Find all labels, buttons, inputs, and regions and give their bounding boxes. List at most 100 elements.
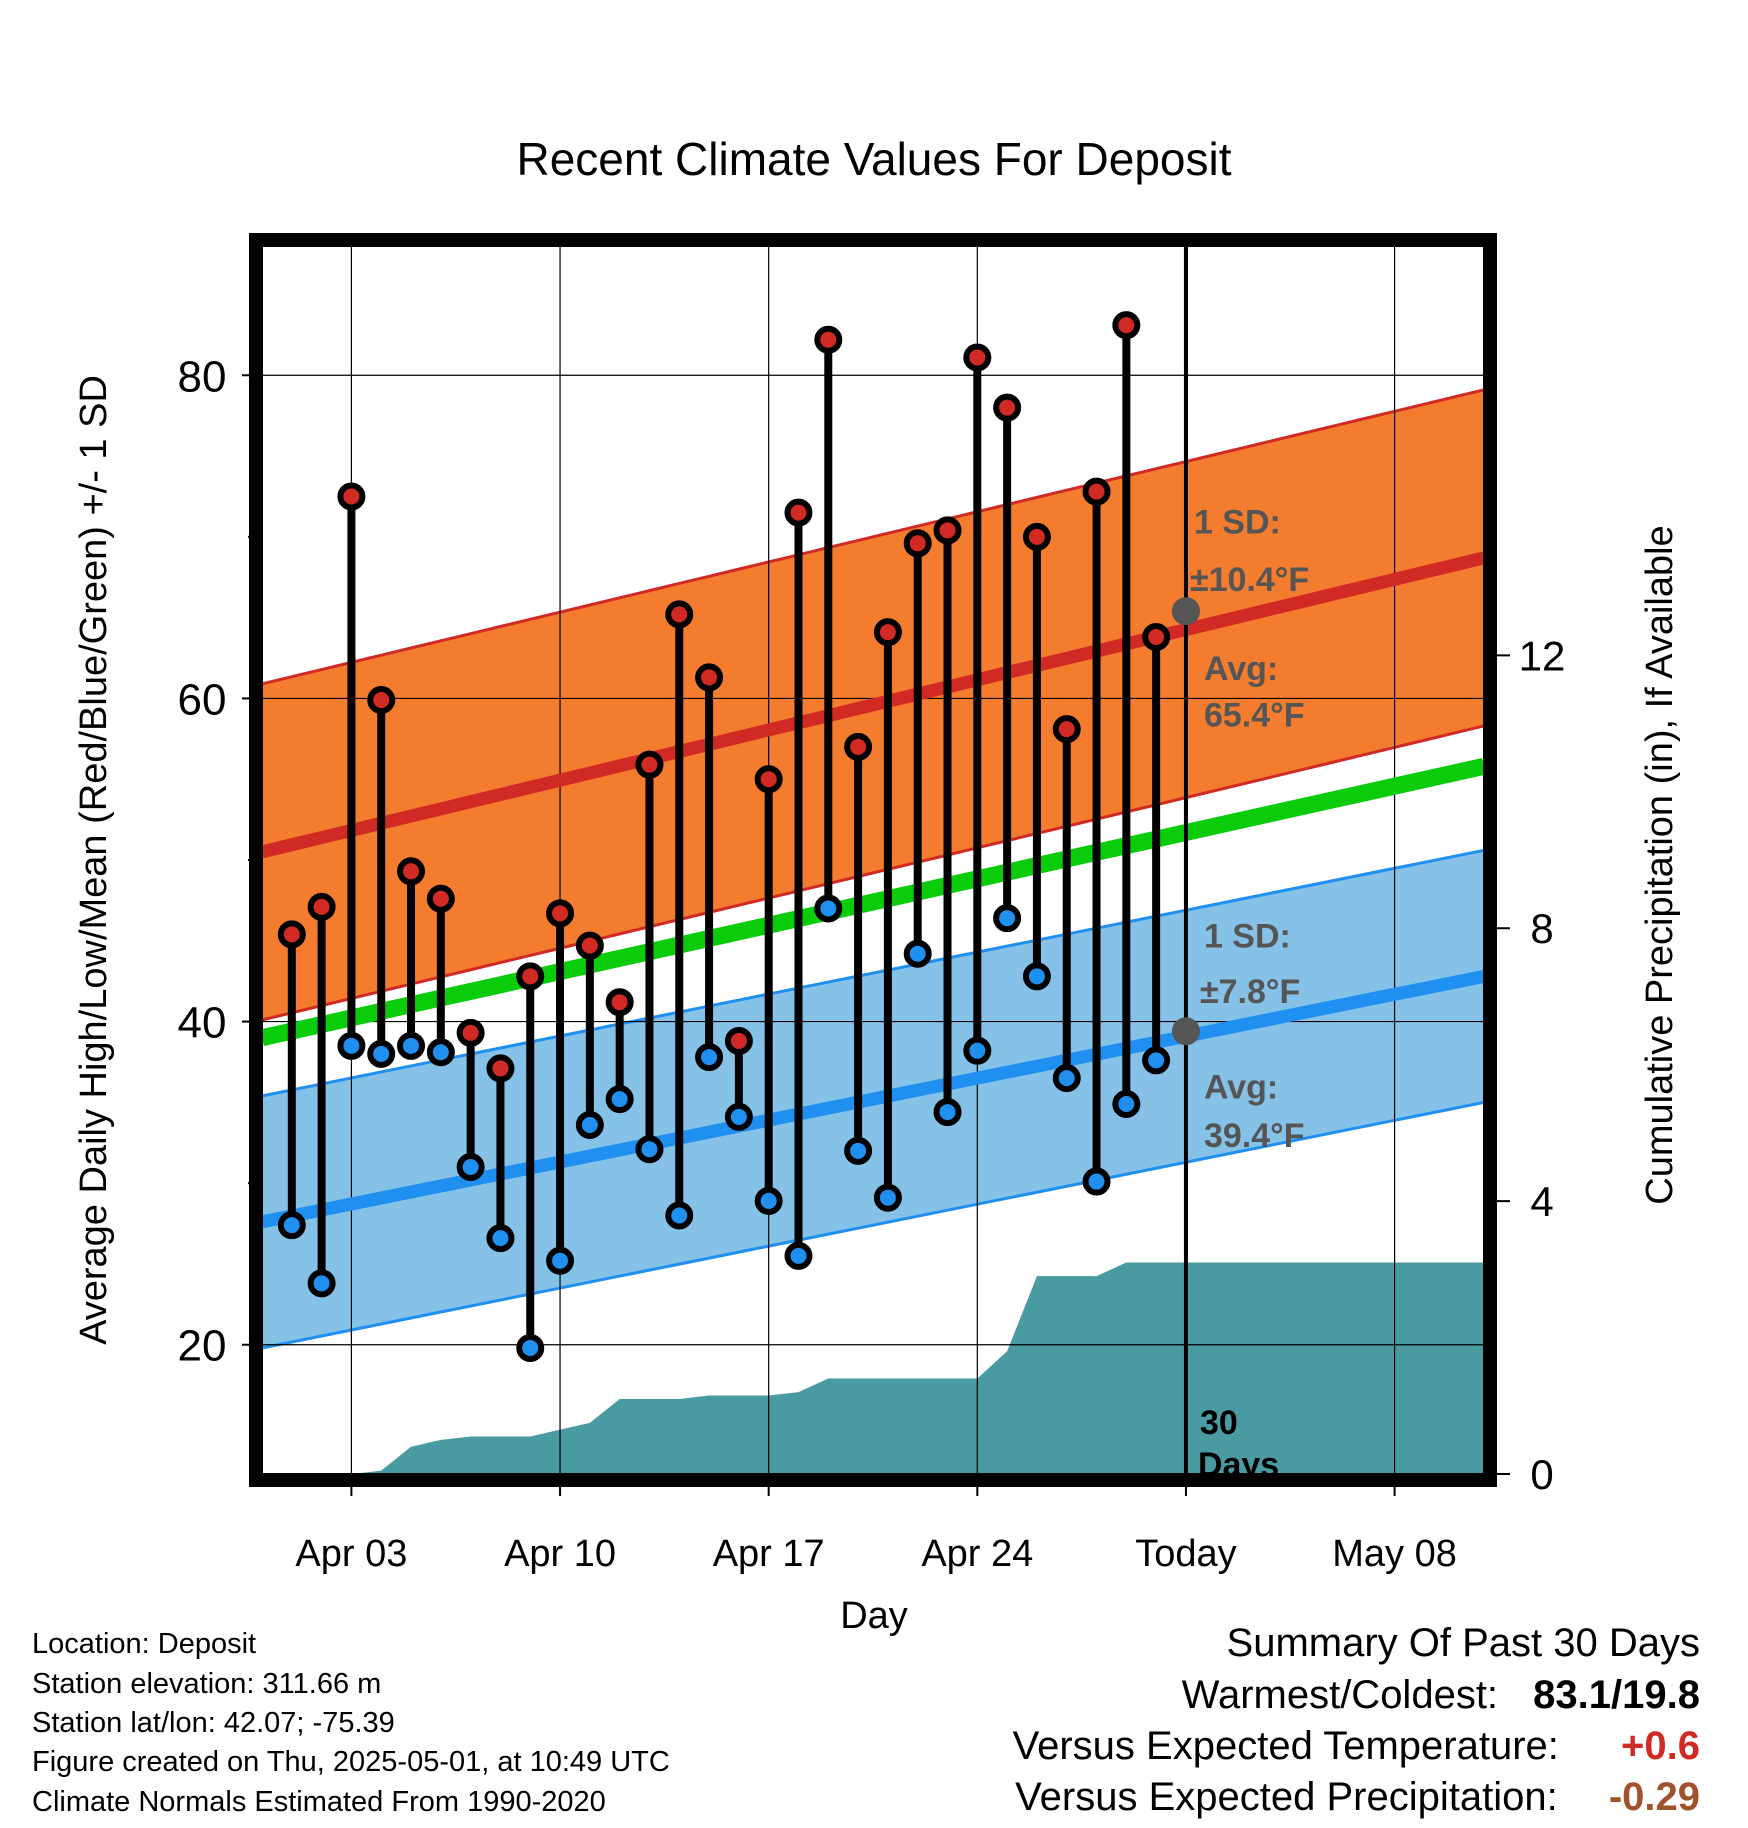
low-temp-point <box>575 1110 604 1139</box>
high-temp-point <box>903 529 932 558</box>
high-temp-point <box>1022 522 1051 551</box>
today-count-label: 30 <box>1200 1404 1238 1442</box>
low-temp-point <box>933 1098 962 1127</box>
high-temp-point <box>814 325 843 354</box>
low-temp-point <box>1112 1089 1141 1118</box>
high-temp-point <box>665 600 694 629</box>
low-temp-point <box>635 1135 664 1164</box>
y2-tick-label: 0 <box>1530 1451 1553 1498</box>
high-temp-point <box>1142 623 1171 652</box>
x-tick-label: May 08 <box>1332 1533 1457 1575</box>
high-avg-label: Avg: <box>1204 650 1278 688</box>
x-tick-label: Apr 10 <box>504 1533 616 1575</box>
high-sd-upper-edge <box>262 388 1484 686</box>
high-temp-point <box>605 988 634 1017</box>
high-temp-point <box>844 732 873 761</box>
high-sd-lower-edge <box>262 724 1484 1022</box>
high-temp-point <box>873 618 902 647</box>
high-temp-point <box>546 899 575 928</box>
high-temp-point <box>754 765 783 794</box>
low-temp-point <box>277 1211 306 1240</box>
low-temp-point <box>665 1201 694 1230</box>
high-sd-label: 1 SD: <box>1194 504 1281 542</box>
x-tick-label: Apr 17 <box>713 1533 825 1575</box>
low-temp-point <box>367 1039 396 1068</box>
y-tick-label: 40 <box>178 999 227 1048</box>
low-temp-point <box>844 1136 873 1165</box>
low-temp-point <box>486 1224 515 1253</box>
low-temp-point <box>1082 1167 1111 1196</box>
high-temp-point <box>277 920 306 949</box>
info-location: Location: Deposit <box>32 1628 257 1660</box>
low-temp-point <box>1142 1046 1171 1075</box>
low-temp-point <box>1052 1064 1081 1093</box>
low-temp-point <box>695 1043 724 1072</box>
high-temp-point <box>1052 715 1081 744</box>
summary-warm-cold-label: Warmest/Coldest: <box>1181 1673 1499 1717</box>
y-tick-label: 60 <box>178 675 227 724</box>
y2-tick-label: 8 <box>1530 905 1553 952</box>
high-temp-point <box>575 931 604 960</box>
low-avg-label: Avg: <box>1204 1068 1278 1106</box>
high-temp-point <box>337 482 366 511</box>
summary-temp: Versus Expected Temperature: +0.6 <box>1013 1724 1700 1769</box>
y2-tick-label: 4 <box>1530 1178 1553 1225</box>
x-axis-label: Day <box>840 1595 908 1637</box>
y-tick-label: 80 <box>178 352 227 401</box>
low-temp-point <box>903 939 932 968</box>
low-normal-line <box>262 969 1484 1229</box>
high-sd-value: ±10.4°F <box>1190 561 1309 599</box>
high-temp-point <box>426 884 455 913</box>
low-temp-point <box>873 1183 902 1212</box>
low-avg-value: 39.4°F <box>1204 1117 1305 1155</box>
low-temp-point <box>1022 962 1051 991</box>
info-normals: Climate Normals Estimated From 1990-2020 <box>32 1786 606 1818</box>
high-temp-point <box>993 393 1022 422</box>
high-temp-point <box>1112 311 1141 340</box>
high-temp-point <box>307 892 336 921</box>
mean-normal-line <box>262 757 1484 1047</box>
y2-axis-label: Cumulative Precipitation (in), If Availa… <box>1639 525 1681 1204</box>
low-temp-point <box>337 1031 366 1060</box>
low-sd-value: ±7.8°F <box>1200 973 1300 1011</box>
high-temp-point <box>933 516 962 545</box>
y2-tick-label: 12 <box>1519 632 1566 679</box>
low-temp-point <box>784 1241 813 1270</box>
low-sd-lower-edge <box>262 1100 1484 1350</box>
summary-title: Summary Of Past 30 Days <box>1226 1621 1700 1665</box>
high-temp-point <box>695 663 724 692</box>
low-avg-marker <box>1171 1017 1200 1046</box>
plot-area <box>262 246 1484 1474</box>
x-tick-label: Apr 24 <box>921 1533 1033 1575</box>
high-avg-marker <box>1171 597 1200 626</box>
x-tick-label: Apr 03 <box>295 1533 407 1575</box>
low-temp-point <box>754 1186 783 1215</box>
high-temp-point <box>635 750 664 779</box>
high-temp-point <box>516 962 545 991</box>
low-temp-point <box>397 1031 426 1060</box>
summary-precip-value: -0.29 <box>1608 1775 1700 1819</box>
info-created: Figure created on Thu, 2025-05-01, at 10… <box>32 1746 670 1778</box>
info-latlon: Station lat/lon: 42.07; -75.39 <box>32 1707 395 1739</box>
low-temp-point <box>426 1038 455 1067</box>
low-sd-label: 1 SD: <box>1204 917 1291 955</box>
low-temp-point <box>605 1085 634 1114</box>
chart-title: Recent Climate Values For Deposit <box>517 133 1232 185</box>
low-temp-point <box>993 904 1022 933</box>
low-temp-point <box>307 1269 336 1298</box>
summary-precip: Versus Expected Precipitation: -0.29 <box>1015 1775 1700 1820</box>
low-temp-point <box>546 1246 575 1275</box>
summary-temp-value: +0.6 <box>1621 1724 1700 1768</box>
high-temp-point <box>486 1054 515 1083</box>
high-temp-point <box>456 1018 485 1047</box>
low-temp-point <box>456 1153 485 1181</box>
precip-area <box>262 1262 1484 1474</box>
low-temp-point <box>963 1036 992 1065</box>
y-axis-label: Average Daily High/Low/Mean (Red/Blue/Gr… <box>73 375 115 1345</box>
summary-temp-label: Versus Expected Temperature: <box>1012 1724 1559 1768</box>
low-temp-point <box>814 894 843 923</box>
low-temp-point <box>724 1102 753 1131</box>
summary-warm-cold-value: 83.1/19.8 <box>1533 1673 1700 1717</box>
high-normal-line <box>262 551 1484 859</box>
